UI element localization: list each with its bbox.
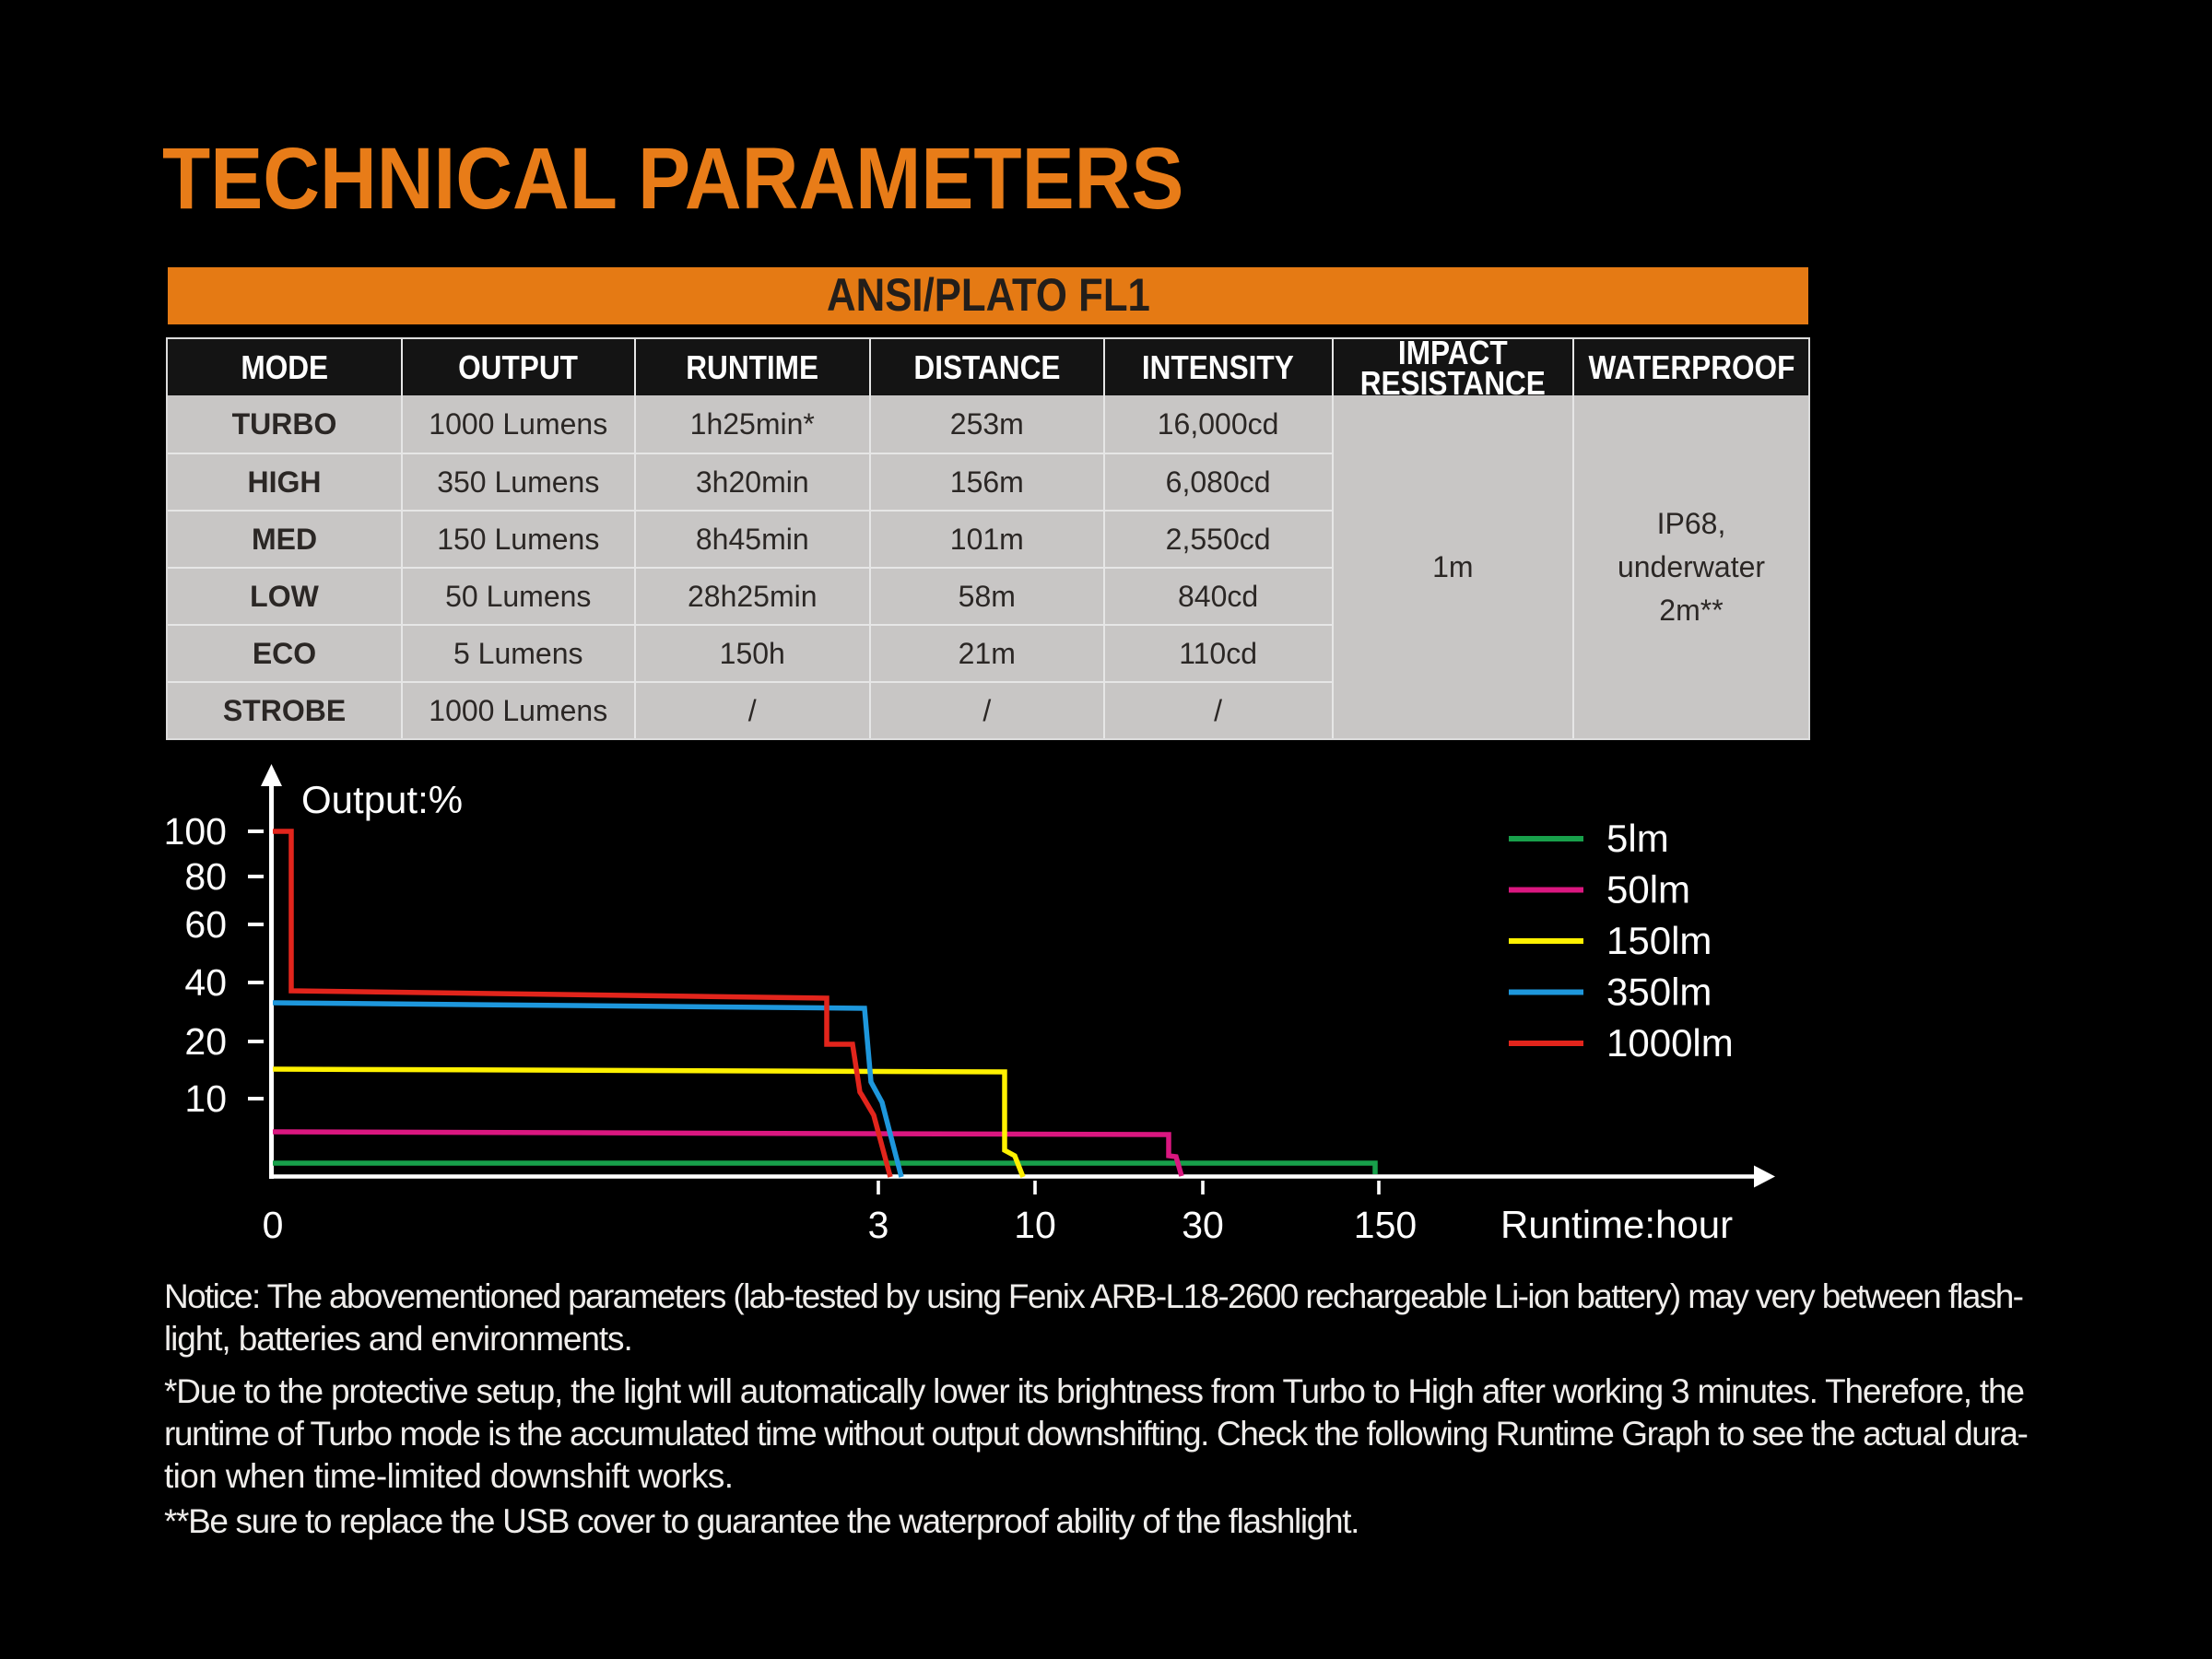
svg-text:3: 3: [868, 1204, 889, 1246]
svg-text:40: 40: [184, 961, 227, 1004]
svg-text:150lm: 150lm: [1606, 919, 1712, 962]
svg-text:10: 10: [184, 1077, 227, 1120]
svg-text:100: 100: [164, 810, 227, 853]
svg-text:5lm: 5lm: [1606, 817, 1669, 860]
svg-text:Output:%: Output:%: [301, 778, 463, 821]
svg-text:50lm: 50lm: [1606, 868, 1690, 912]
svg-text:10: 10: [1014, 1204, 1056, 1246]
svg-text:60: 60: [184, 903, 227, 946]
svg-text:30: 30: [1182, 1204, 1224, 1246]
svg-text:0: 0: [263, 1204, 284, 1246]
svg-text:150: 150: [1354, 1204, 1417, 1246]
svg-text:350lm: 350lm: [1606, 971, 1712, 1014]
svg-text:1000lm: 1000lm: [1606, 1021, 1734, 1065]
svg-text:20: 20: [184, 1020, 227, 1063]
svg-text:Runtime:hour: Runtime:hour: [1500, 1203, 1733, 1246]
svg-text:80: 80: [184, 855, 227, 898]
